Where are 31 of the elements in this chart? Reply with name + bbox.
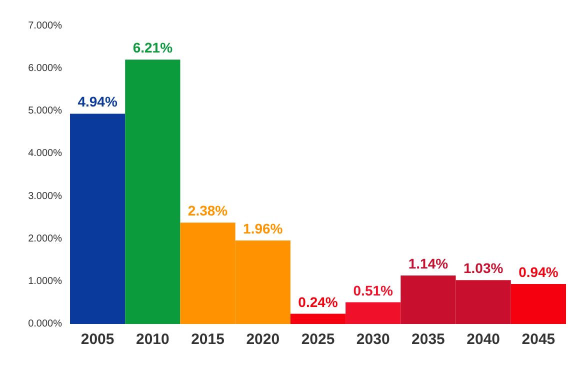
bar (510, 284, 566, 324)
y-tick-label: 4.000% (28, 148, 62, 160)
y-tick-label: 0.000% (28, 318, 62, 330)
data-label: 6.21% (132, 40, 174, 56)
x-tick-label: 2035 (412, 331, 445, 348)
y-tick-label: 1.000% (28, 276, 62, 287)
x-tick-label: 2005 (80, 331, 114, 348)
x-tick-label: 2045 (522, 331, 556, 348)
y-tick-label: 3.000% (28, 190, 62, 202)
data-label: 1.14% (408, 255, 449, 272)
x-tick-label: 2040 (466, 331, 500, 348)
data-label: 1.03% (463, 260, 504, 276)
y-tick-label: 6.000% (28, 63, 62, 74)
x-tick-label: 2010 (136, 331, 170, 348)
y-tick-label: 7.000% (28, 20, 62, 32)
data-label: 4.94% (78, 94, 118, 110)
bar (125, 60, 180, 324)
x-tick-label: 2030 (356, 331, 390, 348)
y-tick-label: 5.000% (28, 106, 62, 117)
x-tick-label: 2015 (191, 331, 224, 348)
bar (290, 314, 346, 324)
data-label: 0.51% (353, 282, 394, 298)
y-tick-label: 2.000% (28, 233, 62, 244)
data-label: 2.38% (188, 202, 228, 219)
x-tick-label: 2020 (246, 331, 280, 348)
bar (346, 302, 401, 324)
data-label: 1.96% (243, 220, 284, 237)
x-tick-label: 2025 (301, 331, 335, 348)
bar (70, 114, 126, 324)
data-label: 0.94% (518, 264, 559, 280)
data-label: 0.24% (298, 294, 338, 310)
